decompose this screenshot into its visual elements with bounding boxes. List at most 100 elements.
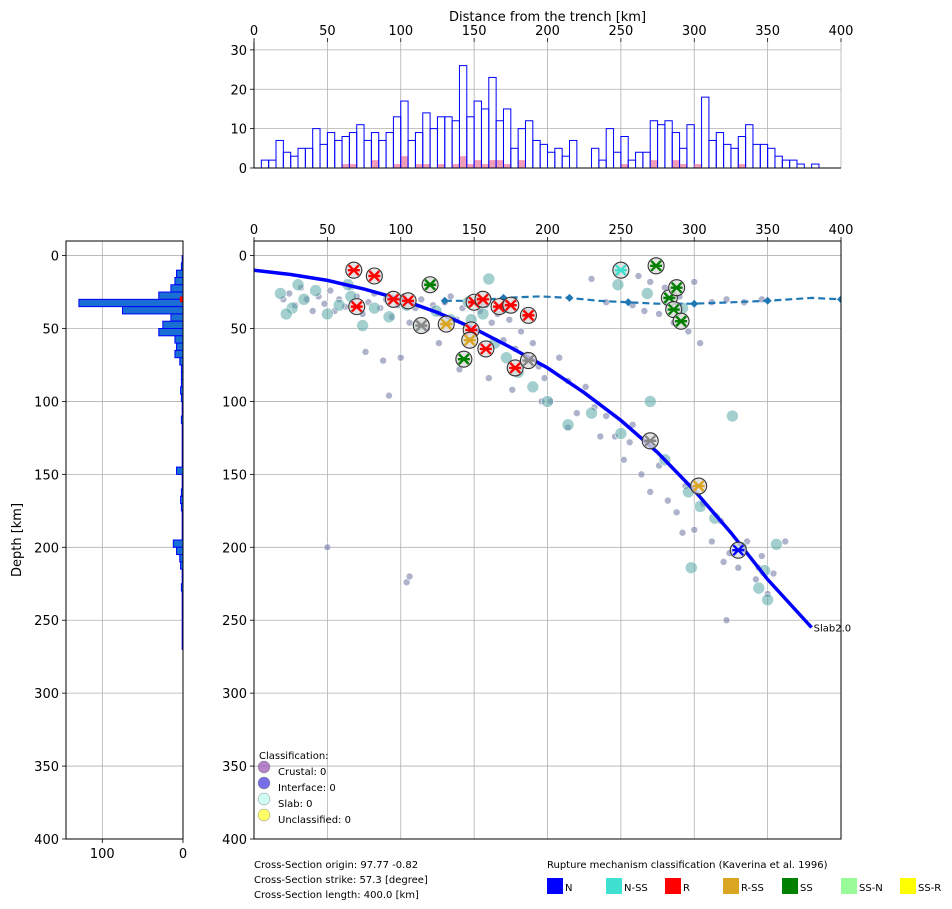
top-hist-bar (811, 163, 820, 169)
main-frame (253, 240, 842, 840)
depth-hist-bar (176, 546, 184, 556)
depth-ylabel: Depth [km] (10, 503, 25, 577)
focal-mechanism-mark (476, 293, 489, 306)
event-small (625, 438, 634, 447)
focal-mechanism-mark (667, 303, 680, 316)
focal-mechanism-mark (368, 270, 381, 282)
top-hist-bar (407, 139, 416, 169)
event-large (279, 307, 293, 321)
top-tick-label-x: 100 (388, 24, 413, 39)
depth-hist-bar (170, 284, 184, 293)
top-hist-bar (715, 132, 725, 169)
top-hist-bar (290, 155, 299, 169)
event-small (361, 348, 370, 356)
top-hist-bar (260, 159, 270, 169)
focal-mechanism-mark (692, 480, 705, 492)
event-small (540, 374, 549, 382)
event-large (640, 287, 654, 300)
top-hist-bar (547, 151, 556, 169)
event-small (417, 295, 426, 304)
classification-swatch (257, 776, 271, 790)
event-large (382, 310, 396, 324)
top-hist-highlight-bar (481, 164, 489, 168)
event-large (526, 380, 540, 394)
top-hist-bar (789, 159, 798, 169)
legends: Cross-Section origin: 97.77 -0.82 Cross-S… (254, 860, 941, 901)
depth-hist-bar (170, 313, 184, 322)
top-hist-bar (723, 143, 732, 169)
focal-mechanism (690, 477, 708, 495)
event-small (637, 470, 646, 479)
top-hist-bar (657, 124, 666, 169)
event-small (505, 315, 514, 324)
main-tick-label-x: 300 (682, 223, 707, 238)
focal-mechanism-mark (387, 293, 400, 306)
mechanism-label: SS-R (918, 883, 941, 894)
top-hist-bar (502, 108, 512, 169)
event-large (541, 395, 554, 408)
mechanism-swatch (665, 878, 681, 894)
focal-mechanism-mark (522, 309, 535, 322)
top-hist-highlight-bar (422, 164, 431, 168)
event-small (640, 307, 649, 315)
main-cross-section-panel: 0 50 100 150 200 250 300 350 400 0 50 100 150 200 250 3… (222, 223, 853, 848)
focal-mechanism (612, 261, 630, 279)
focal-mechanism (477, 340, 495, 358)
top-tick-label-x: 300 (682, 24, 707, 39)
focal-mechanism-mark (522, 354, 535, 367)
mechanism-label: SS-N (859, 883, 883, 894)
section-info-line: Cross-Section origin: 97.77 -0.82 (254, 860, 418, 871)
mechanism-label: N-SS (624, 883, 648, 894)
focal-mechanism (455, 350, 473, 368)
focal-mechanism (519, 352, 537, 370)
top-hist-bar (297, 147, 306, 169)
top-hist-highlight-bar (393, 164, 401, 168)
top-hist-highlight-bar (466, 164, 475, 168)
focal-mechanism (437, 315, 455, 333)
main-tick-label-y: 100 (222, 395, 247, 410)
depth-hist-marker (179, 296, 183, 303)
classification-label: Slab: 0 (278, 799, 313, 810)
top-hist-highlight-bar (650, 160, 658, 168)
top-tick-label-y: 20 (230, 83, 247, 98)
top-hist-bar (591, 147, 600, 169)
top-hist-bar (664, 120, 673, 169)
event-small (320, 299, 329, 308)
main-tick-label-x: 200 (535, 223, 560, 238)
event-small (487, 318, 496, 327)
top-hist-bar (701, 96, 710, 169)
event-small (620, 455, 628, 464)
mechanism-label: R (683, 883, 690, 894)
top-hist-bar (392, 116, 402, 169)
top-hist-bar (524, 120, 534, 169)
event-small (672, 508, 681, 517)
top-tick-label-y: 0 (239, 162, 247, 177)
top-tick-label-x: 400 (829, 24, 854, 39)
depth-hist-bar (176, 466, 184, 475)
top-hist-bar (767, 147, 776, 169)
focal-mechanism-mark (509, 362, 522, 374)
depth-hist-bar (172, 539, 184, 548)
depth-tick-label-y: 150 (34, 468, 59, 483)
event-small (323, 543, 332, 552)
event-small (446, 292, 455, 301)
event-large (291, 278, 305, 292)
event-large (611, 278, 625, 292)
event-small (379, 356, 387, 365)
focal-mechanism-mark (463, 334, 476, 347)
top-hist-bar (642, 151, 651, 169)
top-hist-bar (708, 139, 717, 169)
focal-mechanism (399, 292, 417, 310)
top-hist-highlight-bar (694, 164, 702, 168)
event-small (602, 412, 611, 420)
event-large (761, 593, 774, 607)
top-hist-bar (620, 136, 629, 169)
event-large (368, 301, 381, 315)
top-tick-label-y: 10 (230, 123, 247, 138)
focal-mechanism-mark (650, 259, 663, 272)
mechanism-label: N (565, 883, 572, 894)
event-small (690, 525, 699, 534)
depth-tick-label-y: 50 (42, 323, 59, 338)
top-tick-label-x: 200 (535, 24, 560, 39)
